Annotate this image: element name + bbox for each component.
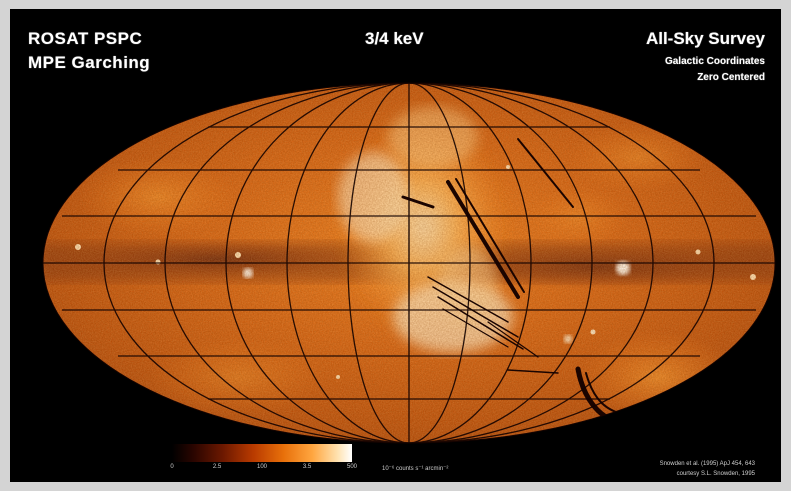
- colorbar-tick: 3.5: [303, 464, 311, 470]
- instrument-label: ROSAT PSPC: [28, 29, 142, 49]
- energy-band-label: 3/4 keV: [365, 29, 424, 49]
- colorbar-tick: 500: [347, 464, 357, 470]
- reference-line-1: Snowden et al. (1995) ApJ 454, 643: [660, 461, 755, 467]
- colorbar-tick: 2.5: [213, 464, 221, 470]
- colorbar-tick: 0: [170, 464, 173, 470]
- reference-line-2: courtesy S.L. Snowden, 1995: [677, 471, 755, 477]
- coordinates-label: Galactic Coordinates: [665, 56, 765, 67]
- colorbar: [172, 444, 352, 462]
- allsky-map: [38, 77, 780, 449]
- institute-label: MPE Garching: [28, 53, 150, 73]
- survey-label: All-Sky Survey: [646, 29, 765, 49]
- colorbar-unit-label: 10⁻⁶ counts s⁻¹ arcmin⁻²: [382, 465, 448, 472]
- colorbar-tick: 100: [257, 464, 267, 470]
- sky-map-panel: ROSAT PSPC MPE Garching 3/4 keV All-Sky …: [10, 9, 781, 482]
- colorbar-ticks: 0 2.5 100 3.5 500: [172, 462, 352, 474]
